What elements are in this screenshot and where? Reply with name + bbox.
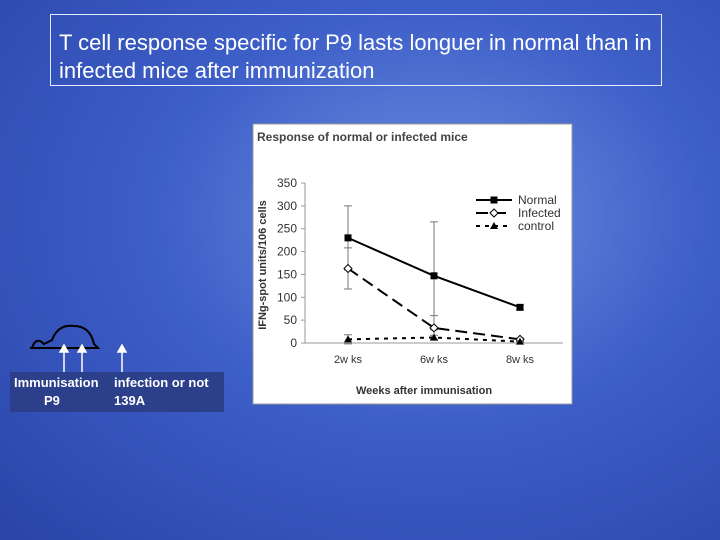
y-tick-label: 150 [277, 267, 297, 281]
legend-label: Normal [518, 193, 557, 207]
marker [489, 208, 499, 218]
annotation: Immunisation [14, 375, 99, 390]
marker [343, 263, 353, 274]
y-tick-label: 0 [290, 336, 297, 350]
y-axis-label: IFNg-spot units/106 cells [257, 200, 269, 330]
marker [516, 303, 524, 311]
x-axis-label: Weeks after immunisation [356, 385, 492, 397]
annotation-box [10, 372, 224, 412]
x-tick-label: 6w ks [420, 354, 449, 366]
chart-title-suffix: to P9 [500, 138, 528, 152]
x-tick-label: 8w ks [506, 354, 535, 366]
marker [430, 333, 438, 341]
annotation: 139A [114, 393, 146, 408]
legend-label: control [518, 219, 554, 233]
chart-box [252, 123, 573, 405]
marker [490, 196, 498, 204]
chart-title: Response of normal or infected mice [257, 130, 468, 144]
y-tick-label: 200 [277, 245, 297, 259]
y-tick-label: 300 [277, 199, 297, 213]
marker [429, 323, 439, 333]
annotation: P9 [44, 393, 60, 408]
arrows [58, 343, 128, 372]
series-line [347, 336, 521, 343]
slide-title: T cell response specific for P9 lasts lo… [50, 14, 662, 86]
y-tick-label: 250 [277, 222, 297, 236]
x-tick-label: 2w ks [334, 354, 363, 366]
annotation: infection or not [114, 375, 209, 390]
y-tick-label: 50 [284, 313, 298, 327]
y-tick-label: 100 [277, 290, 297, 304]
series-line [347, 267, 521, 341]
y-tick-label: 350 [277, 176, 297, 190]
marker [344, 335, 352, 343]
marker [490, 222, 498, 229]
mouse-icon [30, 324, 101, 349]
marker [516, 337, 524, 345]
legend-label: Infected [518, 206, 561, 220]
marker [344, 234, 352, 242]
marker [430, 272, 438, 280]
